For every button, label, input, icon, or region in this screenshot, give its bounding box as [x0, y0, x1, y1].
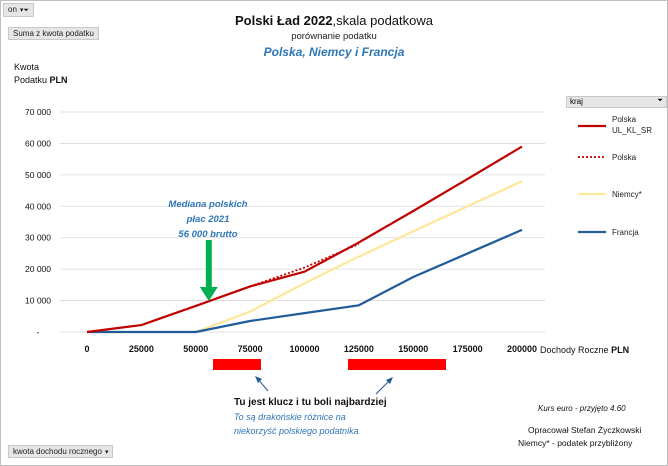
- series-line: [87, 228, 523, 334]
- x-tick-label: 100000: [289, 344, 319, 354]
- y-tick-labels: - 10 000 20 000 30 000 40 000 50 000 60 000 70 …: [25, 107, 51, 337]
- series-line: [86, 145, 523, 334]
- chart-title-rest: ,skala podatkowa: [332, 13, 433, 28]
- legend: Polska UL_KL_SR Polska Niemcy* Francja: [578, 115, 652, 237]
- x-tick-label: 175000: [453, 344, 483, 354]
- note-line2: To są drakońskie różnice na: [234, 412, 346, 422]
- series-lines: [86, 145, 523, 334]
- median-arrow-head: [199, 287, 218, 301]
- row-field-button[interactable]: kwota dochodu rocznego ▾: [8, 445, 114, 458]
- x-tick-label: 150000: [398, 344, 428, 354]
- author-line2: Niemcy* - podatek przybliżony: [518, 438, 633, 448]
- y-tick-label: 20 000: [25, 264, 51, 274]
- x-tick-label: 25000: [129, 344, 154, 354]
- x-axis-label: Dochody Roczne PLN: [540, 345, 629, 355]
- filter-on-label: on: [8, 5, 17, 14]
- highlight-bar-low: [213, 359, 261, 370]
- exchange-rate-note: Kurs euro - przyjęto 4.60: [538, 404, 626, 413]
- series-line: [249, 243, 360, 288]
- median-line3: 56 000 brutto: [178, 229, 238, 240]
- filter-dropdown-icon[interactable]: ▾⏷: [19, 7, 30, 14]
- value-field-button[interactable]: Suma z kwota podatku: [8, 27, 99, 40]
- row-field-label: kwota dochodu rocznego: [13, 447, 102, 456]
- legend-entry-text: Niemcy*: [612, 190, 642, 199]
- note-headline: Tu jest klucz i tu boli najbardziej: [234, 397, 387, 408]
- median-line2: płac 2021: [186, 214, 230, 225]
- y-tick-label: 10 000: [25, 296, 51, 306]
- y-axis-label-bold: PLN: [49, 75, 68, 85]
- median-line1: Mediana polskich: [168, 199, 248, 210]
- author-line1: Opracował Stefan Życzkowski: [528, 425, 642, 435]
- chart-title: Polski Ład 2022,skala podatkowa: [0, 13, 668, 28]
- legend-field-label: kraj: [570, 97, 583, 106]
- legend-entry-text: Francja: [612, 228, 639, 237]
- grid-lines: [60, 111, 545, 333]
- annotation-arrows: [199, 240, 393, 395]
- x-axis-label-bold: PLN: [611, 345, 630, 355]
- x-axis-label-plain: Dochody Roczne: [540, 345, 609, 355]
- median-annotation: Mediana polskich płac 2021 56 000 brutto: [158, 197, 258, 242]
- legend-entry-text: Polska: [612, 115, 637, 124]
- y-tick-label: 60 000: [25, 138, 51, 148]
- series-line: [87, 180, 523, 334]
- x-tick-labels: 0 25000 50000 75000 100000 125000 150000 175000…: [84, 344, 537, 354]
- note-arrow-right-head: [386, 377, 393, 384]
- row-field-dropdown-icon[interactable]: ▾: [104, 449, 109, 456]
- chart-subtitle-countries: Polska, Niemcy i Francja: [263, 45, 405, 59]
- x-tick-label: 125000: [344, 344, 374, 354]
- filter-on-button[interactable]: on ▾⏷: [3, 3, 35, 17]
- x-tick-label: 50000: [183, 344, 208, 354]
- legend-entry-text: UL_KL_SR: [612, 126, 652, 135]
- chart-title-bold: Polski Ład 2022: [234, 13, 333, 28]
- x-tick-label: 75000: [238, 344, 263, 354]
- legend-entry: Polska: [612, 153, 637, 162]
- note-line3: niekorzyść polskiego podatnika: [234, 426, 359, 436]
- legend-field-button[interactable]: kraj ⏷: [566, 96, 667, 108]
- y-tick-label: 40 000: [25, 201, 51, 211]
- legend-entry: Polska UL_KL_SR: [612, 115, 652, 135]
- median-arrow-shaft: [205, 240, 212, 288]
- y-tick-label: 70 000: [25, 107, 51, 117]
- legend-entry: Francja: [612, 228, 639, 237]
- y-tick-label: 30 000: [25, 233, 51, 243]
- value-field-label: Suma z kwota podatku: [13, 29, 94, 38]
- note-arrow-left-head: [255, 376, 262, 383]
- highlight-bar-high: [348, 359, 446, 370]
- y-axis-label-line1: Kwota: [14, 62, 40, 72]
- y-tick-label: -: [37, 327, 40, 337]
- y-axis-label-line2: Podatku PLN: [14, 75, 68, 85]
- legend-filter-icon[interactable]: ⏷: [657, 97, 663, 104]
- x-tick-label: 0: [84, 344, 89, 354]
- x-tick-label: 200000: [507, 344, 537, 354]
- y-axis-label-plain: Podatku: [14, 75, 48, 85]
- y-tick-label: 50 000: [25, 170, 51, 180]
- legend-entry-text: Polska: [612, 153, 637, 162]
- legend-entry: Niemcy*: [612, 190, 642, 199]
- chart-subtitle: porównanie podatku: [291, 31, 377, 42]
